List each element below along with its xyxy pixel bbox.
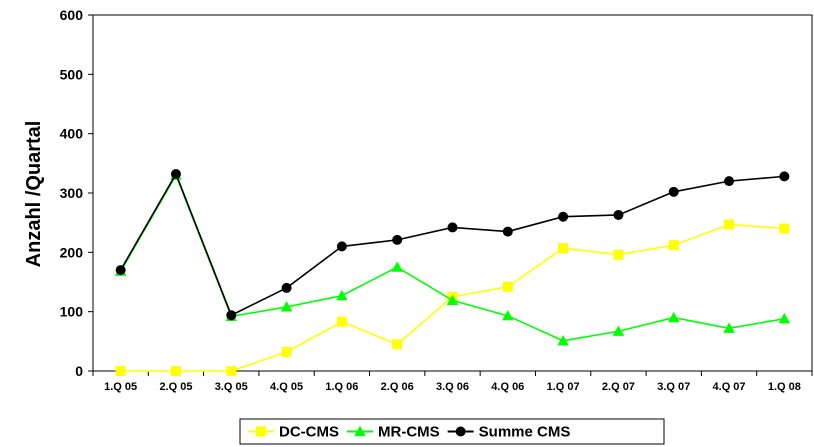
x-tick-label: 3.Q 06 xyxy=(436,381,469,393)
data-point-summe-cms xyxy=(613,209,624,220)
data-point-dc-cms xyxy=(115,366,126,376)
y-tick-label: 200 xyxy=(60,244,84,260)
y-tick-label: 500 xyxy=(60,66,84,82)
data-point-summe-cms xyxy=(336,241,347,252)
data-point-mr-cms xyxy=(336,289,348,301)
data-point-summe-cms xyxy=(170,169,181,180)
plot-area: 0 100 200 300 400 500 600 1.Q 05 2.Q 05 3.Q 05 4.Q… xyxy=(60,7,813,393)
data-point-dc-cms xyxy=(724,219,735,230)
data-point-summe-cms xyxy=(668,186,679,197)
data-point-dc-cms xyxy=(170,366,181,376)
y-tick-label: 0 xyxy=(75,363,83,379)
legend-marker-dc-cms xyxy=(256,426,266,437)
data-point-summe-cms xyxy=(558,211,569,222)
x-tick-label: 3.Q 07 xyxy=(657,381,690,393)
x-tick-label: 2.Q 07 xyxy=(602,381,635,393)
data-point-summe-cms xyxy=(115,265,126,276)
x-tick-label: 4.Q 06 xyxy=(491,381,524,393)
y-axis-label: Anzahl /Quartal xyxy=(23,121,45,268)
legend: DC-CMS MR-CMS Summe CMS xyxy=(239,418,665,445)
data-point-dc-cms xyxy=(281,347,292,358)
data-point-dc-cms xyxy=(779,223,790,234)
legend-marker-summe-cms xyxy=(455,426,466,437)
x-tick-label: 1.Q 06 xyxy=(325,381,358,393)
data-point-summe-cms xyxy=(447,222,458,233)
data-point-summe-cms xyxy=(392,234,403,245)
data-point-dc-cms xyxy=(613,249,624,260)
series-mr-cms xyxy=(114,169,791,346)
legend-label-dc-cms: DC-CMS xyxy=(279,424,339,441)
x-tick-label: 1.Q 05 xyxy=(104,381,137,393)
data-point-mr-cms xyxy=(557,334,569,346)
x-tick-label: 2.Q 05 xyxy=(159,381,192,393)
data-point-mr-cms xyxy=(502,310,514,321)
series-line-mr-cms xyxy=(119,173,785,342)
data-point-mr-cms xyxy=(778,313,791,324)
data-point-mr-cms xyxy=(391,261,403,272)
y-tick-label: 100 xyxy=(60,304,84,320)
data-point-dc-cms xyxy=(392,339,403,350)
series-summe-cms xyxy=(115,169,790,321)
data-point-summe-cms xyxy=(281,282,292,293)
data-point-summe-cms xyxy=(226,310,237,321)
legend-marker-mr-cms xyxy=(354,425,366,437)
data-point-dc-cms xyxy=(558,243,569,254)
data-point-summe-cms xyxy=(779,171,790,182)
x-tick-label: 1.Q 07 xyxy=(547,381,580,393)
y-tick-label: 600 xyxy=(60,7,84,23)
plot-frame xyxy=(92,14,813,372)
data-point-dc-cms xyxy=(668,240,679,251)
data-point-mr-cms xyxy=(280,301,293,312)
y-tick-label: 400 xyxy=(60,126,84,142)
data-point-mr-cms xyxy=(723,322,735,333)
data-point-mr-cms xyxy=(667,311,680,323)
x-tick-label: 2.Q 06 xyxy=(381,381,414,393)
data-point-summe-cms xyxy=(724,176,735,187)
x-tick-label: 4.Q 05 xyxy=(270,381,303,393)
data-point-dc-cms xyxy=(502,281,513,292)
data-point-summe-cms xyxy=(502,226,513,237)
data-point-mr-cms xyxy=(446,294,459,305)
x-tick-label: 1.Q 08 xyxy=(768,381,801,393)
legend-label-summe-cms: Summe CMS xyxy=(479,424,571,441)
data-point-dc-cms xyxy=(336,316,347,327)
data-point-dc-cms xyxy=(226,366,237,376)
x-tick-label: 3.Q 05 xyxy=(215,381,248,393)
legend-label-mr-cms: MR-CMS xyxy=(378,424,440,441)
data-point-mr-cms xyxy=(612,325,625,336)
x-tick-label: 4.Q 07 xyxy=(713,381,746,393)
y-tick-label: 300 xyxy=(60,185,84,201)
